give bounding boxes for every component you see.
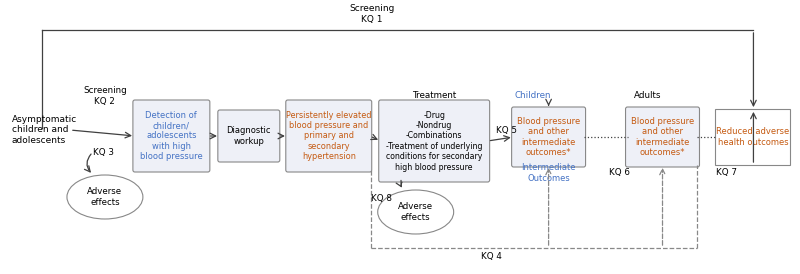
Text: Intermediate
Outcomes: Intermediate Outcomes [522, 163, 576, 183]
Text: -Drug
-Nondrug
-Combinations
-Treatment of underlying
conditions for secondary
h: -Drug -Nondrug -Combinations -Treatment … [386, 110, 482, 172]
FancyBboxPatch shape [218, 110, 280, 162]
Text: Blood pressure
and other
intermediate
outcomes*: Blood pressure and other intermediate ou… [517, 117, 580, 157]
FancyBboxPatch shape [378, 100, 490, 182]
Ellipse shape [67, 175, 143, 219]
FancyBboxPatch shape [512, 107, 586, 167]
Text: Children: Children [514, 92, 551, 101]
Text: KQ 5: KQ 5 [496, 127, 517, 136]
Text: Screening
KQ 1: Screening KQ 1 [349, 4, 394, 24]
Text: Screening
KQ 2: Screening KQ 2 [83, 86, 126, 106]
Text: KQ 3: KQ 3 [94, 147, 114, 156]
Bar [715, 109, 790, 165]
Text: Detection of
children/
adolescents
with high
blood pressure: Detection of children/ adolescents with … [140, 111, 202, 161]
Text: Asymptomatic
children and
adolescents: Asymptomatic children and adolescents [12, 115, 78, 145]
Text: Persistently elevated
blood pressure and
primary and
secondary
hypertension: Persistently elevated blood pressure and… [286, 111, 371, 161]
Text: Treatment: Treatment [411, 92, 456, 101]
FancyBboxPatch shape [286, 100, 372, 172]
Text: Blood pressure
and other
intermediate
outcomes*: Blood pressure and other intermediate ou… [631, 117, 694, 157]
Text: Adverse
effects: Adverse effects [398, 202, 434, 222]
Text: Adults: Adults [634, 92, 662, 101]
FancyBboxPatch shape [133, 100, 210, 172]
Text: Adverse
effects: Adverse effects [87, 187, 122, 207]
FancyBboxPatch shape [626, 107, 699, 167]
Text: Reduced adverse
health outcomes: Reduced adverse health outcomes [716, 127, 790, 147]
Text: KQ 6: KQ 6 [609, 169, 630, 178]
Ellipse shape [378, 190, 454, 234]
Text: Diagnostic
workup: Diagnostic workup [226, 126, 271, 146]
Text: KQ 7: KQ 7 [716, 169, 737, 178]
Text: KQ 4: KQ 4 [482, 253, 502, 261]
Text: KQ 8: KQ 8 [371, 193, 392, 202]
